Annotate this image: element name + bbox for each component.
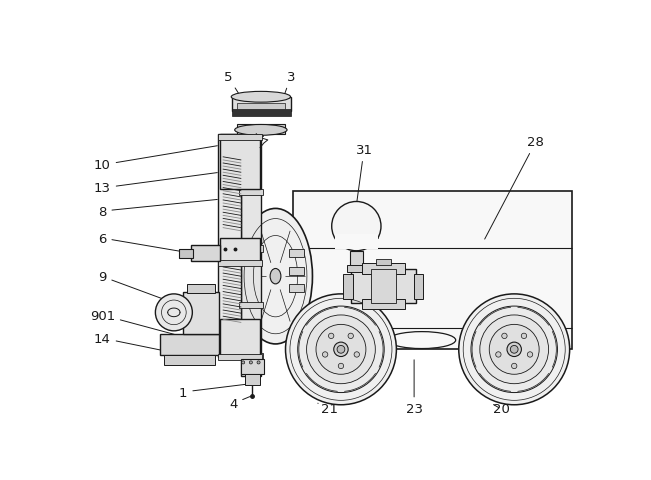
Circle shape xyxy=(337,346,345,353)
Bar xyxy=(220,239,260,262)
Text: 901: 901 xyxy=(90,309,184,337)
Circle shape xyxy=(307,315,376,384)
Bar xyxy=(350,251,363,273)
Circle shape xyxy=(502,334,507,339)
Bar xyxy=(220,319,260,356)
Bar xyxy=(164,356,215,365)
Ellipse shape xyxy=(270,269,281,284)
Text: 6: 6 xyxy=(98,232,188,253)
Circle shape xyxy=(490,324,539,374)
Ellipse shape xyxy=(235,125,287,136)
Text: 9: 9 xyxy=(98,270,161,299)
Circle shape xyxy=(459,294,570,405)
Bar xyxy=(217,261,262,266)
Text: 4: 4 xyxy=(229,397,250,410)
Bar xyxy=(217,134,262,141)
Ellipse shape xyxy=(231,92,290,103)
Text: 14: 14 xyxy=(94,332,200,358)
Bar xyxy=(371,270,396,303)
Bar xyxy=(238,353,263,360)
Bar xyxy=(288,250,304,257)
Circle shape xyxy=(316,324,366,374)
Circle shape xyxy=(512,363,517,369)
Circle shape xyxy=(495,352,501,358)
Bar xyxy=(232,97,291,111)
Text: 23: 23 xyxy=(406,360,422,416)
Bar xyxy=(232,110,291,117)
Bar xyxy=(351,270,415,303)
Text: 10: 10 xyxy=(94,146,217,172)
Circle shape xyxy=(471,306,557,393)
Bar xyxy=(220,134,260,190)
Bar xyxy=(335,234,378,250)
Circle shape xyxy=(242,361,245,364)
Ellipse shape xyxy=(388,332,456,349)
Circle shape xyxy=(339,363,344,369)
Circle shape xyxy=(332,202,381,251)
Bar xyxy=(414,274,423,299)
Text: 3: 3 xyxy=(281,71,295,107)
Bar xyxy=(237,104,284,110)
Bar xyxy=(376,260,391,266)
Circle shape xyxy=(527,352,533,358)
Text: 13: 13 xyxy=(94,173,217,195)
Circle shape xyxy=(354,352,359,358)
Ellipse shape xyxy=(238,209,312,344)
Text: 8: 8 xyxy=(98,200,217,218)
Bar xyxy=(237,124,284,134)
Circle shape xyxy=(507,342,521,357)
Circle shape xyxy=(257,361,260,364)
Circle shape xyxy=(348,334,353,339)
Bar xyxy=(160,334,219,356)
Text: 31: 31 xyxy=(354,144,372,220)
Bar xyxy=(241,131,261,376)
Text: 28: 28 xyxy=(485,136,544,240)
Circle shape xyxy=(510,346,518,353)
Text: 21: 21 xyxy=(318,403,338,416)
Bar xyxy=(245,374,260,385)
Bar xyxy=(362,264,405,274)
Circle shape xyxy=(156,294,192,331)
Bar xyxy=(217,134,241,357)
Circle shape xyxy=(521,334,527,339)
Circle shape xyxy=(249,361,253,364)
Bar xyxy=(238,246,263,252)
Circle shape xyxy=(334,342,348,357)
Bar xyxy=(179,250,193,259)
Circle shape xyxy=(298,306,384,393)
Circle shape xyxy=(329,334,334,339)
Bar xyxy=(362,299,405,310)
Text: 1: 1 xyxy=(179,384,246,399)
Bar xyxy=(191,246,220,261)
Bar xyxy=(343,274,352,299)
Text: 5: 5 xyxy=(223,71,247,108)
Bar xyxy=(241,359,264,374)
Bar xyxy=(238,131,263,137)
Circle shape xyxy=(286,294,396,405)
Bar xyxy=(238,190,263,196)
Text: 20: 20 xyxy=(493,403,510,416)
Bar xyxy=(183,292,219,334)
Bar xyxy=(288,267,304,275)
Bar xyxy=(293,192,572,349)
Bar xyxy=(288,284,304,292)
Bar xyxy=(238,302,263,308)
Circle shape xyxy=(322,352,328,358)
Bar xyxy=(187,284,215,293)
Circle shape xyxy=(480,315,549,384)
Bar xyxy=(217,354,262,360)
Bar xyxy=(347,265,366,273)
